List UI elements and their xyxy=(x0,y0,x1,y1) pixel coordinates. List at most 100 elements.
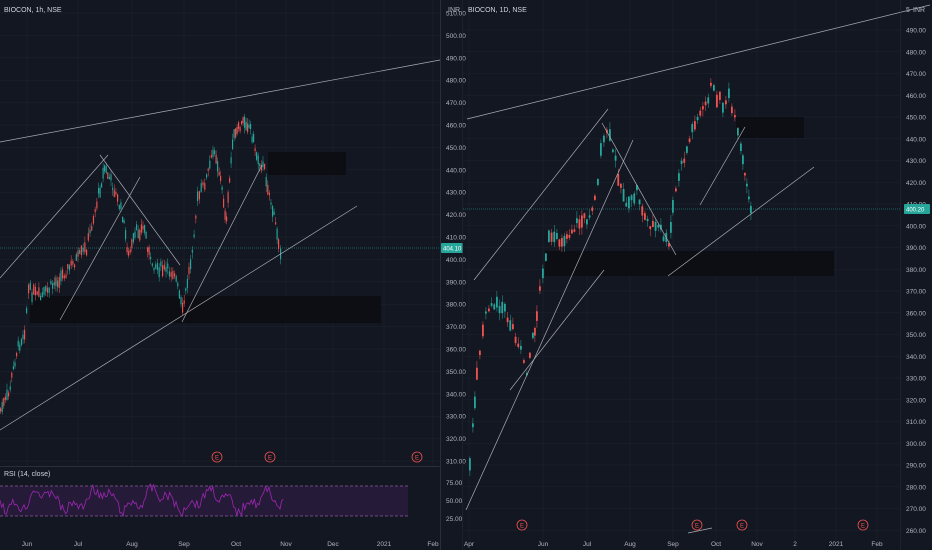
candle[interactable] xyxy=(628,196,630,213)
left-earnings-markers[interactable]: E E E xyxy=(211,451,423,463)
candle[interactable] xyxy=(691,121,694,140)
candle[interactable] xyxy=(0,406,2,415)
candle[interactable] xyxy=(476,360,478,381)
candle[interactable] xyxy=(160,258,162,272)
candle[interactable] xyxy=(532,332,534,340)
candle[interactable] xyxy=(501,295,504,319)
candle[interactable] xyxy=(117,193,119,206)
candle[interactable] xyxy=(163,259,165,272)
candle[interactable] xyxy=(474,391,476,410)
candle[interactable] xyxy=(259,162,261,172)
candle[interactable] xyxy=(688,135,691,144)
candle[interactable] xyxy=(197,186,199,206)
candle[interactable] xyxy=(625,197,628,208)
earnings-marker[interactable] xyxy=(516,519,528,531)
candle[interactable] xyxy=(86,249,88,257)
candle[interactable] xyxy=(586,218,588,229)
candle[interactable] xyxy=(748,189,750,203)
candle[interactable] xyxy=(230,151,232,168)
candle[interactable] xyxy=(568,229,571,241)
candle[interactable] xyxy=(694,115,696,132)
candle[interactable] xyxy=(236,124,238,136)
candle[interactable] xyxy=(257,152,259,170)
candle[interactable] xyxy=(11,371,13,383)
candle[interactable] xyxy=(14,358,16,369)
candle[interactable] xyxy=(672,196,674,216)
candle[interactable] xyxy=(170,267,172,282)
candle[interactable] xyxy=(84,236,86,255)
candle[interactable] xyxy=(165,261,167,278)
candle[interactable] xyxy=(105,162,107,175)
candle[interactable] xyxy=(603,133,605,147)
candle[interactable] xyxy=(156,258,159,275)
candle[interactable] xyxy=(275,216,277,225)
candle[interactable] xyxy=(696,113,699,124)
candle[interactable] xyxy=(594,193,596,201)
candle[interactable] xyxy=(52,280,54,295)
candle[interactable] xyxy=(254,144,256,157)
candle[interactable] xyxy=(646,215,649,227)
candle[interactable] xyxy=(702,101,704,117)
candle[interactable] xyxy=(493,302,496,310)
candle[interactable] xyxy=(553,224,556,247)
candle[interactable] xyxy=(713,83,715,92)
candle[interactable] xyxy=(242,116,244,127)
candle[interactable] xyxy=(529,351,531,359)
candle[interactable] xyxy=(244,113,246,134)
candle[interactable] xyxy=(4,393,6,403)
candle[interactable] xyxy=(504,302,506,318)
candle[interactable] xyxy=(740,141,742,155)
candle[interactable] xyxy=(99,184,101,198)
candle[interactable] xyxy=(641,203,644,223)
candle[interactable] xyxy=(716,90,718,108)
candle[interactable] xyxy=(36,291,38,296)
candle[interactable] xyxy=(545,252,547,262)
right-trend-line-3[interactable] xyxy=(509,269,605,391)
candle[interactable] xyxy=(41,287,43,298)
rsi-line[interactable] xyxy=(0,483,284,518)
candle[interactable] xyxy=(704,96,707,111)
candle[interactable] xyxy=(175,274,177,283)
candle[interactable] xyxy=(150,252,152,265)
left-trend-line-2[interactable] xyxy=(99,154,181,266)
candle[interactable] xyxy=(145,230,147,239)
candle[interactable] xyxy=(731,103,733,116)
right-upper-channel-line[interactable] xyxy=(466,4,931,120)
candle[interactable] xyxy=(132,232,134,245)
candle[interactable] xyxy=(509,314,512,332)
candle[interactable] xyxy=(112,182,114,196)
candle[interactable] xyxy=(247,118,249,135)
candle[interactable] xyxy=(680,157,683,171)
candle[interactable] xyxy=(239,125,241,134)
candle[interactable] xyxy=(561,234,563,252)
candle[interactable] xyxy=(273,208,275,215)
candle[interactable] xyxy=(223,194,225,209)
candle[interactable] xyxy=(707,93,710,108)
candle[interactable] xyxy=(136,220,138,231)
candle[interactable] xyxy=(517,337,520,349)
candle[interactable] xyxy=(58,273,60,293)
candle[interactable] xyxy=(108,173,110,180)
left-time-axis[interactable]: Jun Jul Aug Sep Oct Nov Dec 2021 Feb xyxy=(22,541,439,548)
candle[interactable] xyxy=(102,162,104,183)
candle[interactable] xyxy=(235,127,237,140)
candle[interactable] xyxy=(104,164,106,175)
candle[interactable] xyxy=(548,229,550,243)
candle[interactable] xyxy=(89,224,91,237)
candle[interactable] xyxy=(612,148,614,154)
candle[interactable] xyxy=(233,129,235,142)
earnings-marker[interactable] xyxy=(857,519,869,531)
candle[interactable] xyxy=(490,297,493,308)
candle[interactable] xyxy=(45,285,47,296)
candle[interactable] xyxy=(129,246,131,255)
candle[interactable] xyxy=(591,205,594,216)
candle[interactable] xyxy=(520,339,522,354)
candle[interactable] xyxy=(198,190,200,204)
candle[interactable] xyxy=(29,279,31,291)
candle[interactable] xyxy=(101,181,103,188)
candle[interactable] xyxy=(272,204,274,223)
candle[interactable] xyxy=(256,151,258,162)
candle[interactable] xyxy=(265,173,267,192)
candle[interactable] xyxy=(125,227,127,243)
